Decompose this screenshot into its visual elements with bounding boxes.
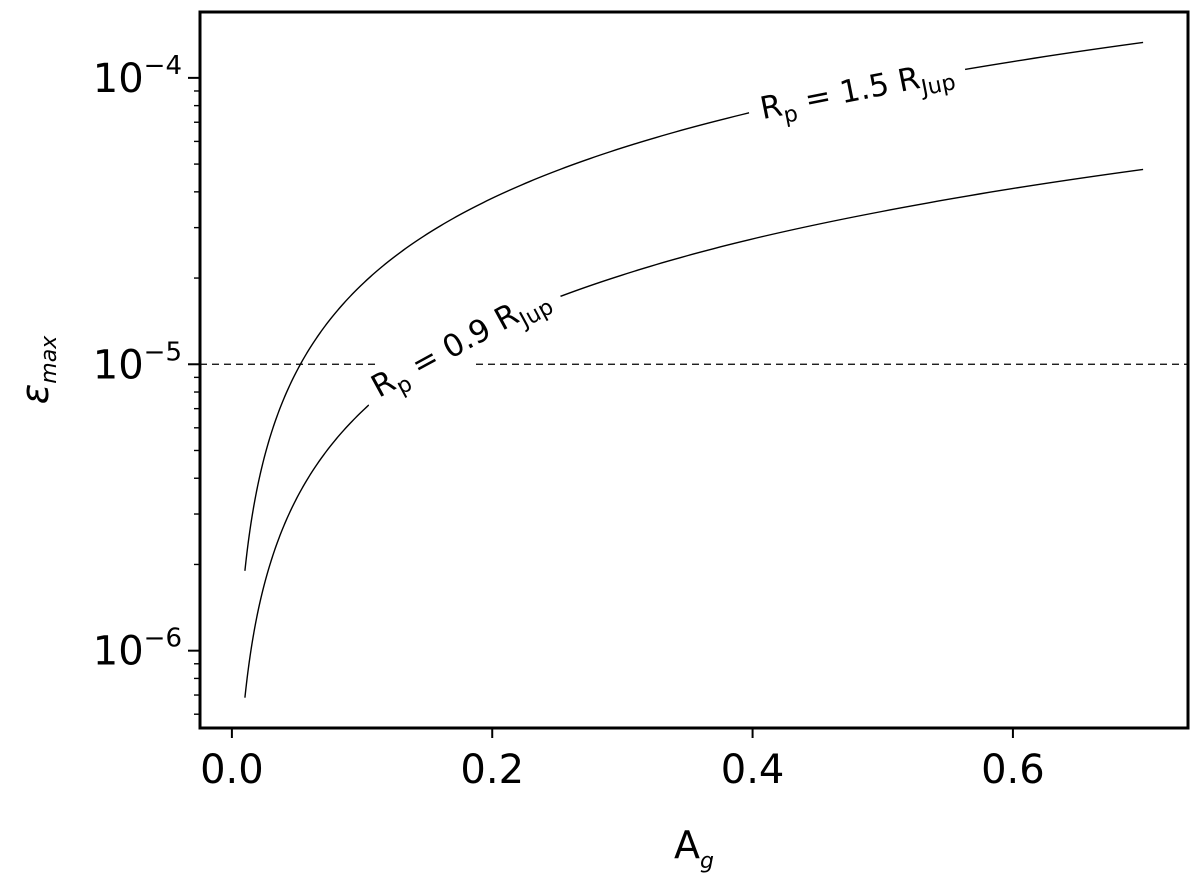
x-tick-label: 0.2 xyxy=(460,747,524,793)
series-line-1 xyxy=(244,41,1144,571)
y-axis-label: εmax xyxy=(13,335,62,404)
x-tick-label: 0.4 xyxy=(721,747,785,793)
axis-labels: Ag εmax xyxy=(13,335,714,874)
series-label-2: Rp = 0.9 RJup xyxy=(353,272,570,418)
series-label-1: Rp = 1.5 RJup xyxy=(744,49,971,138)
x-tick-label: 0.0 xyxy=(200,747,264,793)
axis-ticks: 0.0 0.2 0.4 0.6 10−6 10−5 10−4 xyxy=(93,51,1045,793)
y-tick-label: 10−4 xyxy=(93,51,182,102)
y-tick-label: 10−5 xyxy=(93,337,182,388)
series-label-bg xyxy=(744,49,971,138)
series-line-2 xyxy=(244,168,1144,698)
series-label-bg xyxy=(353,272,570,418)
plot-content: Rp = 1.5 RJup Rp = 0.9 RJup xyxy=(200,41,1188,698)
plot-frame xyxy=(198,10,1190,730)
x-tick-label: 0.6 xyxy=(981,747,1045,793)
y-tick-label: 10−6 xyxy=(93,624,182,675)
x-axis-label: Ag xyxy=(674,823,714,874)
